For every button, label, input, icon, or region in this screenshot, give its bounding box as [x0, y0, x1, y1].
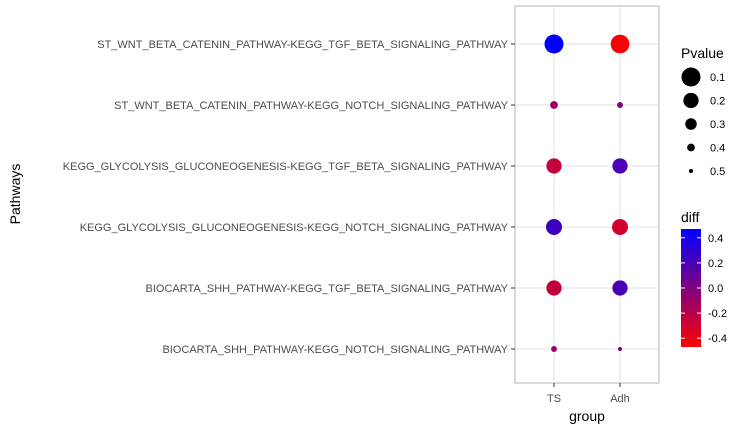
data-point [610, 34, 630, 54]
y-tick-labels: ST_WNT_BETA_CATENIN_PATHWAY-KEGG_TGF_BET… [63, 39, 515, 356]
y-tick-label: KEGG_GLYCOLYSIS_GLUCONEOGENESIS-KEGG_TGF… [63, 161, 509, 173]
data-point [550, 101, 558, 109]
y-tick-label: BIOCARTA_SHH_PATHWAY-KEGG_TGF_BETA_SIGNA… [146, 283, 509, 295]
size-legend-label: 0.4 [710, 143, 725, 155]
y-tick-label: BIOCARTA_SHH_PATHWAY-KEGG_NOTCH_SIGNALIN… [162, 344, 508, 356]
data-point [551, 346, 557, 352]
y-tick-label: KEGG_GLYCOLYSIS_GLUCONEOGENESIS-KEGG_NOT… [80, 222, 509, 234]
color-bar [681, 229, 701, 347]
data-points [544, 34, 630, 352]
color-legend-label: 0.0 [708, 283, 723, 295]
y-tick-label: ST_WNT_BETA_CATENIN_PATHWAY-KEGG_NOTCH_S… [114, 100, 508, 112]
size-legend-label: 0.5 [710, 166, 725, 178]
y-axis-title: Pathways [7, 164, 23, 225]
size-legend-label: 0.3 [710, 119, 725, 131]
size-legend-label: 0.1 [710, 72, 725, 84]
x-tick-label: TS [547, 393, 561, 405]
data-point [546, 280, 562, 296]
data-point [617, 102, 623, 108]
y-tick-label: ST_WNT_BETA_CATENIN_PATHWAY-KEGG_TGF_BET… [97, 39, 508, 51]
plot-panel [514, 5, 660, 384]
size-legend-key [685, 118, 697, 130]
x-tick-label: Adh [610, 393, 630, 405]
data-point [544, 34, 564, 54]
color-legend-label: 0.4 [708, 233, 723, 245]
size-legend-key [681, 67, 701, 87]
data-point [618, 347, 622, 351]
size-legend-key [689, 169, 693, 173]
color-legend-label: -0.2 [708, 308, 727, 320]
size-legend-label: 0.2 [710, 96, 725, 108]
size-legend-key [687, 143, 695, 152]
color-legend: diff 0.4 0.2 0.0 -0.2 -0.4 [681, 209, 727, 347]
size-legend: Pvalue 0.1 0.2 0.3 0.4 0.5 [681, 45, 725, 178]
data-point [612, 219, 628, 235]
x-axis-title: group [569, 408, 605, 424]
data-point [546, 219, 562, 235]
size-legend-title: Pvalue [681, 45, 724, 61]
grid-lines [515, 6, 659, 383]
color-legend-label: -0.4 [708, 333, 727, 345]
data-point [612, 158, 628, 174]
color-legend-title: diff [681, 209, 700, 225]
color-legend-label: 0.2 [708, 258, 723, 270]
x-tick-labels: TS Adh [547, 383, 630, 405]
size-legend-key [683, 92, 699, 109]
data-point [612, 280, 628, 296]
data-point [546, 158, 562, 174]
